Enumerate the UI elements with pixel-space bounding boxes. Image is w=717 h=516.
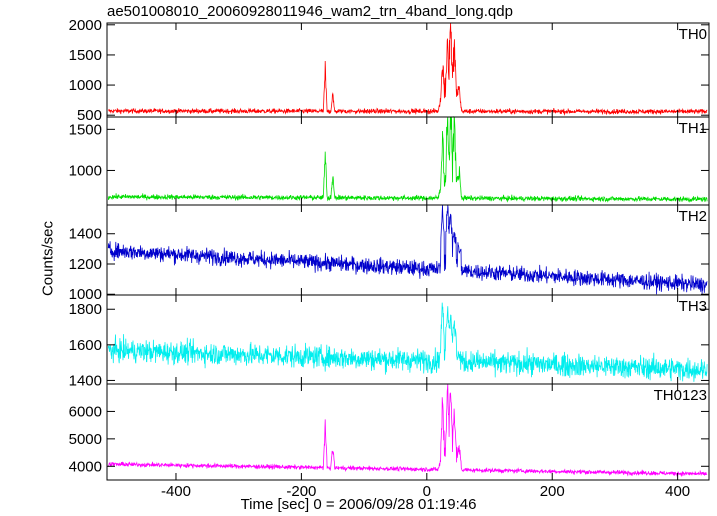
y-tick-label: 1400 (69, 372, 102, 389)
y-tick-label: 6000 (69, 403, 102, 420)
panel-label-th1: TH1 (679, 120, 707, 137)
x-tick-label: 200 (540, 483, 565, 500)
series-line-th2 (107, 204, 708, 295)
y-tick-label: 1600 (69, 337, 102, 354)
y-tick-label: 1500 (69, 47, 102, 64)
series-line-th0 (108, 22, 708, 116)
panel-label-th2: TH2 (679, 208, 707, 225)
panel-frame-th1 (106, 116, 710, 206)
y-tick-label: 4000 (69, 458, 102, 475)
x-tick-label: 0 (423, 483, 431, 500)
y-tick-label: 1500 (69, 121, 102, 138)
y-tick-label: 1400 (69, 226, 102, 243)
y-tick-label: 5000 (69, 431, 102, 448)
chart-title: ae501008010_20060928011946_wam2_trn_4ban… (107, 3, 513, 20)
series-line-th0123 (107, 383, 708, 477)
panel-frame-th0123 (106, 383, 710, 481)
y-tick-label: 2000 (69, 17, 102, 34)
panel-frame-th0 (106, 22, 710, 118)
x-tick-label: -200 (286, 483, 316, 500)
panel-frame-th2 (106, 204, 710, 296)
y-tick-label: 500 (77, 107, 102, 124)
y-axis-label: Counts/sec (39, 220, 57, 297)
panel-label-th0: TH0 (679, 26, 707, 43)
y-tick-label: 1000 (69, 162, 102, 179)
y-tick-label: 1000 (69, 77, 102, 94)
series-line-th3 (107, 302, 708, 382)
panel-frame-th3 (106, 294, 710, 385)
panel-label-th3: TH3 (679, 298, 707, 315)
x-axis-label: Time [sec] 0 = 2006/09/28 01:19:46 (240, 496, 477, 513)
series-line-th1 (107, 115, 708, 203)
y-tick-label: 1000 (69, 286, 102, 303)
y-tick-label: 1800 (69, 301, 102, 318)
x-tick-label: -400 (161, 483, 191, 500)
x-tick-label: 400 (665, 483, 690, 500)
panel-label-th0123: TH0123 (654, 387, 707, 404)
y-tick-label: 1200 (69, 256, 102, 273)
